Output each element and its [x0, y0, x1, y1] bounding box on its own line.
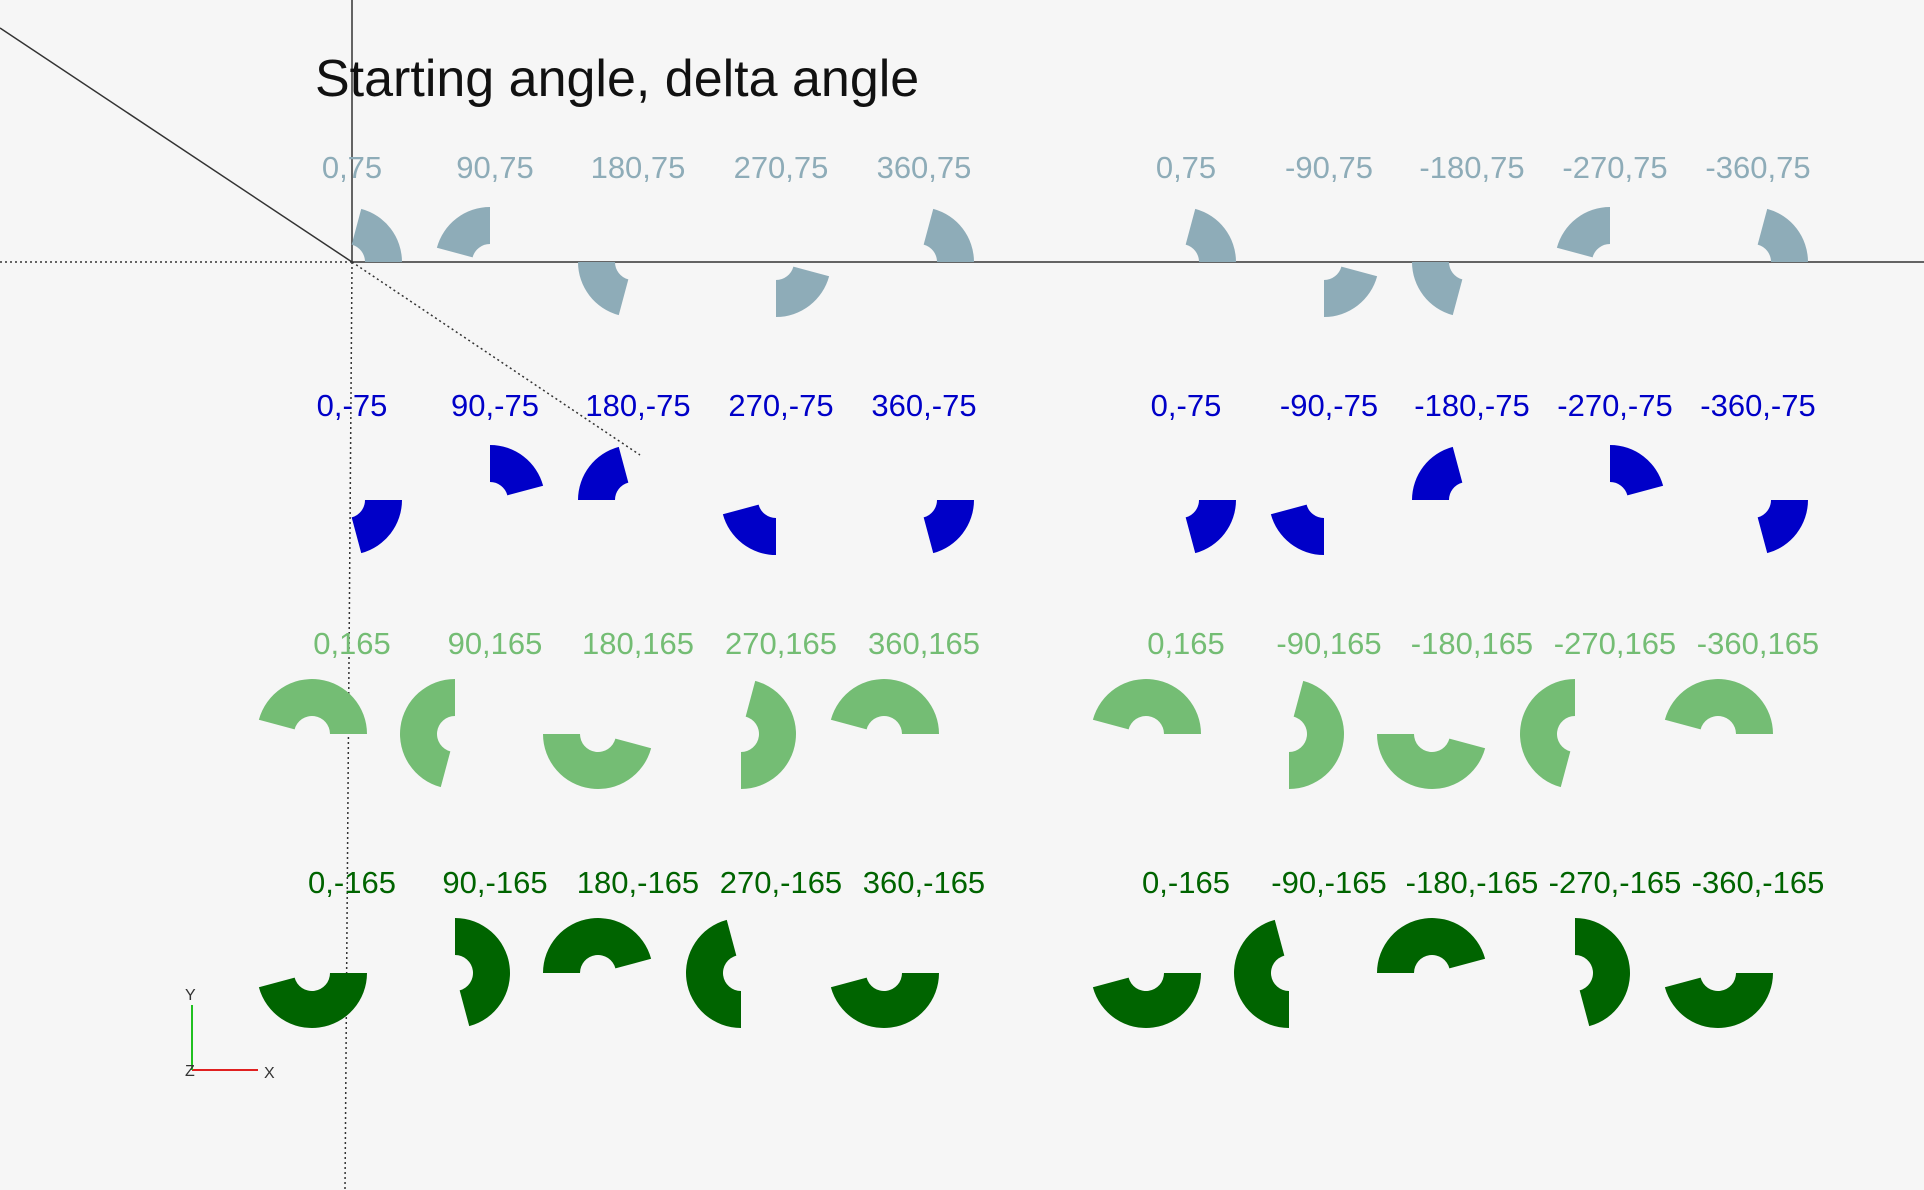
sector-shape [1324, 266, 1378, 317]
sector-shape [923, 500, 974, 554]
sector-label: 180,-165 [577, 865, 699, 900]
sector-label: 0,-165 [1142, 865, 1230, 900]
sector-shape [1412, 446, 1463, 500]
sector-label: 270,-165 [720, 865, 842, 900]
z-axis-positive [0, 27, 353, 263]
scene-title: Starting angle, delta angle [315, 50, 919, 108]
sector-shape [1664, 678, 1773, 734]
sector-shape [1519, 679, 1575, 788]
sector-label: -180,75 [1419, 150, 1524, 185]
sector-label: 270,165 [725, 626, 837, 661]
sector-shape [351, 500, 402, 554]
sector-label: 360,-75 [871, 388, 976, 423]
sector-label: -360,165 [1697, 626, 1819, 661]
sector-shape [1185, 208, 1236, 262]
sector-shape [400, 679, 455, 788]
sector-label: 270,-75 [728, 388, 833, 423]
sector-shape [258, 973, 367, 1028]
sector-shapes [258, 206, 1808, 1029]
sector-shape [776, 266, 830, 317]
sector-label: 270,75 [734, 150, 829, 185]
sector-label: -180,-75 [1414, 388, 1529, 423]
sector-shape [1556, 206, 1610, 258]
sector-shape [1289, 680, 1345, 789]
sector-shape [686, 919, 741, 1028]
sector-label: -90,75 [1285, 150, 1373, 185]
sector-shape [923, 208, 974, 262]
sector-label: 360,-165 [863, 865, 985, 900]
sector-shape [490, 445, 544, 496]
sector-shape [1757, 500, 1808, 554]
sector-label: -360,75 [1705, 150, 1810, 185]
sector-shape [543, 734, 652, 789]
sector-label: 90,-165 [442, 865, 547, 900]
sector-shape [1664, 973, 1773, 1029]
sector-label: -270,75 [1562, 150, 1667, 185]
sector-label: 180,75 [591, 150, 686, 185]
sector-label: 180,165 [582, 626, 694, 661]
sector-labels: 0,75 90,75 180,75 270,75 360,75 0,75 -90,75 -18… [308, 150, 1824, 900]
sector-label: 180,-75 [585, 388, 690, 423]
sector-label: 360,165 [868, 626, 980, 661]
sector-label: -270,165 [1554, 626, 1676, 661]
sector-label: -360,-165 [1692, 865, 1825, 900]
sector-label: -270,-75 [1557, 388, 1672, 423]
sector-shape [1377, 918, 1486, 973]
sector-shape [1092, 973, 1201, 1029]
axis-gizmo: X Y Z [185, 987, 275, 1082]
sector-shape [1757, 208, 1808, 262]
sector-label: -90,-75 [1280, 388, 1378, 423]
sector-shape [1377, 734, 1486, 789]
sector-label: 360,75 [877, 150, 972, 185]
sector-shape [830, 973, 939, 1028]
sector-label: 0,165 [313, 626, 391, 661]
sector-shape [1610, 445, 1664, 496]
gizmo-z-label: Z [185, 1063, 195, 1080]
sector-label: 90,75 [456, 150, 534, 185]
gizmo-y-label: Y [185, 987, 196, 1004]
sector-shape [351, 208, 402, 262]
sector-label: 0,165 [1147, 626, 1225, 661]
sector-shape [1270, 504, 1324, 555]
sector-shape [543, 918, 652, 973]
sector-shape [1412, 262, 1463, 316]
sector-label: -360,-75 [1700, 388, 1815, 423]
sector-label: -180,165 [1411, 626, 1533, 661]
sector-label: 0,-165 [308, 865, 396, 900]
sector-label: 0,-75 [317, 388, 388, 423]
sector-shape [1575, 918, 1631, 1027]
sector-label: 0,-75 [1151, 388, 1222, 423]
sector-shape [1185, 500, 1236, 554]
sector-label: 90,165 [448, 626, 543, 661]
sector-label: -270,-165 [1549, 865, 1682, 900]
sector-label: -180,-165 [1406, 865, 1539, 900]
sector-label: 0,75 [322, 150, 382, 185]
sector-shape [578, 446, 629, 500]
sector-shape [722, 504, 776, 555]
sector-shape [258, 679, 367, 734]
sector-label: 90,-75 [451, 388, 539, 423]
sector-shape [1234, 919, 1289, 1028]
sector-shape [436, 207, 490, 258]
gizmo-x-label: X [264, 1065, 275, 1082]
sector-label: -90,-165 [1271, 865, 1386, 900]
sector-shape [1092, 678, 1201, 734]
sector-label: -90,165 [1276, 626, 1381, 661]
sector-shape [578, 262, 629, 316]
sector-shape [830, 678, 939, 734]
sector-shape [455, 918, 511, 1027]
sector-shape [741, 680, 796, 789]
sector-label: 0,75 [1156, 150, 1216, 185]
